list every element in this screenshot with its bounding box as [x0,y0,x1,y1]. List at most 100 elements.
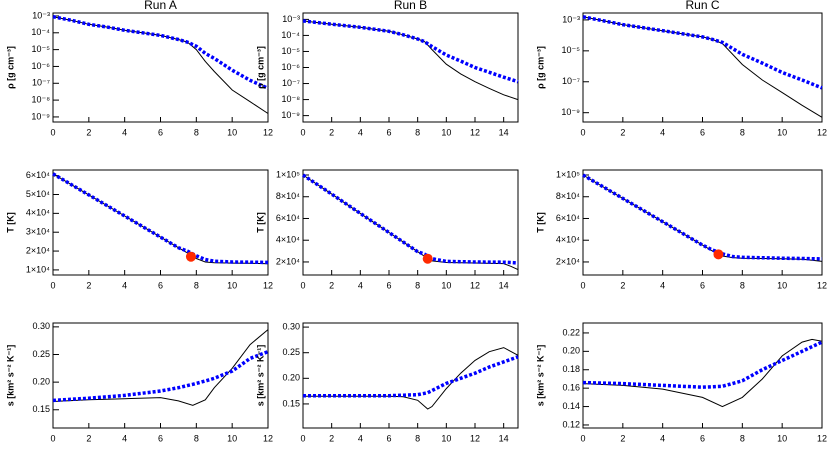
y-tick-label: 0.30 [32,321,50,331]
y-tick-label: 4×10⁴ [26,208,50,218]
x-tick-label: 4 [358,433,363,443]
x-tick-label: 6 [158,433,163,443]
y-tick-label: 10⁻³ [282,14,300,24]
plot-frame [52,322,269,429]
y-tick-label: 0.16 [562,383,580,393]
y-tick-label: 6×10⁴ [276,213,300,223]
y-tick-label: 1×10⁵ [276,169,300,179]
y-tick-label: 0.15 [32,404,50,414]
y-axis-label: T [K] [255,212,265,233]
x-tick-label: 0 [300,127,305,137]
y-tick-label: 4×10⁴ [276,235,300,245]
y-tick-label: 1×10⁴ [26,264,50,274]
y-tick-label: 10⁻⁹ [561,107,580,117]
y-tick-label: 0.14 [562,401,580,411]
x-tick-label: 10 [777,127,787,137]
x-tick-label: 6 [700,433,705,443]
y-tick-label: 2×10⁴ [26,245,50,255]
y-axis-label: s [km² s⁻² K⁻¹] [255,345,265,407]
y-axis-label: s [km² s⁻² K⁻¹] [535,345,545,407]
y-tick-label: 4×10⁴ [556,235,580,245]
y-tick-label: 10⁻⁵ [282,46,301,56]
y-tick-label: 0.18 [562,364,580,374]
x-tick-label: 14 [499,433,509,443]
y-tick-label: 10⁻⁵ [32,44,51,54]
y-tick-label: 0.22 [562,327,580,337]
series-line [302,19,519,84]
y-tick-label: 0.15 [282,398,300,408]
x-tick-label: 10 [441,280,451,290]
series-line [52,350,269,403]
series-line [52,329,269,406]
x-tick-label: 2 [329,280,334,290]
x-tick-label: 8 [740,433,745,443]
x-tick-label: 10 [227,433,237,443]
x-tick-label: 10 [441,433,451,443]
x-tick-label: 12 [470,280,480,290]
x-tick-label: 6 [158,280,163,290]
x-tick-label: 6 [700,280,705,290]
x-tick-label: 0 [580,280,585,290]
y-axis-label: s [km² s⁻² K⁻¹] [5,345,15,407]
x-tick-label: 8 [194,280,199,290]
x-tick-label: 8 [415,280,420,290]
x-tick-label: 6 [386,433,391,443]
marker [185,251,196,262]
y-tick-label: 2×10⁴ [276,256,300,266]
x-tick-label: 2 [620,127,625,137]
y-tick-label: 6×10⁴ [556,213,580,223]
x-tick-label: 4 [358,280,363,290]
y-tick-label: 10⁻⁸ [281,94,300,104]
x-tick-label: 0 [580,433,585,443]
y-tick-label: 2×10⁴ [556,256,580,266]
x-tick-label: 14 [499,280,509,290]
series-line [52,14,269,90]
y-axis-label: ρ [g cm⁻³] [5,46,15,89]
y-tick-label: 10⁻⁷ [282,78,300,88]
x-tick-label: 12 [817,280,827,290]
x-tick-label: 6 [386,127,391,137]
x-tick-label: 10 [227,280,237,290]
series-line [302,174,519,271]
x-tick-label: 6 [158,127,163,137]
series-line [582,16,823,118]
y-tick-label: 10⁻⁹ [281,110,300,120]
y-tick-label: 0.20 [32,377,50,387]
panel-title: Run A [144,0,177,12]
x-tick-label: 8 [415,127,420,137]
x-tick-label: 10 [777,433,787,443]
y-axis-label: T [K] [535,212,545,233]
series-line [302,173,519,265]
x-tick-label: 10 [777,280,787,290]
series-line [52,173,269,265]
y-tick-label: 8×10⁴ [276,191,300,201]
x-tick-label: 8 [740,280,745,290]
plot-frame [302,12,519,123]
x-tick-label: 8 [194,433,199,443]
y-tick-label: 3×10⁴ [26,227,50,237]
x-tick-label: 12 [470,433,480,443]
y-axis-label: ρ [g cm⁻³] [255,46,265,89]
series-line [582,173,823,261]
y-tick-label: 5×10⁴ [26,189,50,199]
y-tick-label: 10⁻⁶ [282,62,301,72]
y-tick-label: 6×10⁴ [26,170,50,180]
series-line [302,20,519,101]
series-line [582,340,823,389]
plot-frame [582,322,823,429]
x-tick-label: 2 [620,280,625,290]
series-line [52,172,269,265]
plot-frame [302,322,519,429]
x-tick-label: 4 [660,127,665,137]
y-axis-label: ρ [g cm⁻³] [535,46,545,89]
x-tick-label: 4 [358,127,363,137]
marker [713,249,724,260]
y-tick-label: 10⁻⁷ [32,78,50,88]
x-tick-label: 0 [580,127,585,137]
y-tick-label: 10⁻³ [32,10,50,20]
plot-frame [52,169,269,276]
x-tick-label: 14 [499,127,509,137]
y-tick-label: 10⁻⁶ [32,61,51,71]
y-tick-label: 1×10⁵ [556,169,580,179]
